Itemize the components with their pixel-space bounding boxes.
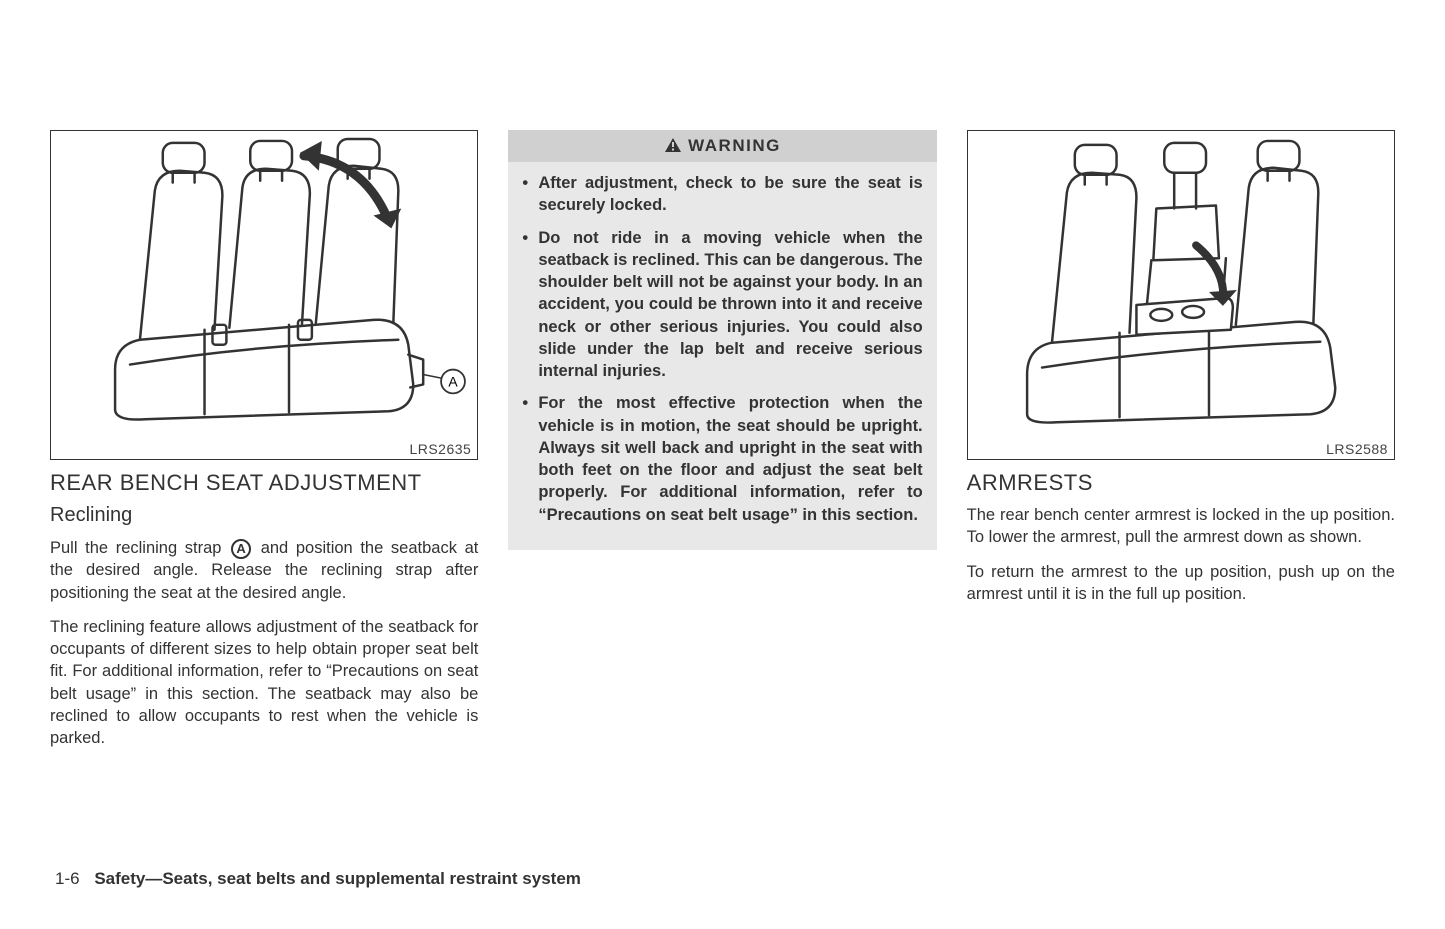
subheading-reclining: Reclining bbox=[50, 504, 478, 527]
heading-armrests: ARMRESTS bbox=[967, 470, 1395, 496]
footer-page-number: 1-6 bbox=[55, 869, 80, 888]
seat-armrest-illustration bbox=[968, 131, 1394, 459]
seat-reclining-illustration: A bbox=[51, 131, 477, 459]
heading-rear-bench: REAR BENCH SEAT ADJUSTMENT bbox=[50, 470, 478, 496]
inline-callout-a: A bbox=[231, 539, 251, 559]
para-armrest-raise: To return the armrest to the up position… bbox=[967, 561, 1395, 606]
para1-part-a: Pull the reclining strap bbox=[50, 539, 229, 557]
warning-item: For the most effective protection when t… bbox=[522, 392, 922, 526]
column-center: WARNING After adjustment, check to be su… bbox=[508, 130, 936, 761]
para-reclining-feature: The reclining feature allows adjustment … bbox=[50, 616, 478, 750]
warning-header: WARNING bbox=[508, 130, 936, 162]
figure-armrest: LRS2588 bbox=[967, 130, 1395, 460]
page-footer: 1-6 Safety—Seats, seat belts and supplem… bbox=[55, 869, 581, 889]
warning-triangle-icon bbox=[664, 137, 682, 153]
para-reclining-instruction: Pull the reclining strap A and position … bbox=[50, 537, 478, 604]
figure-reclining: A LRS2635 bbox=[50, 130, 478, 460]
warning-list: After adjustment, check to be sure the s… bbox=[522, 172, 922, 526]
warning-box: WARNING After adjustment, check to be su… bbox=[508, 130, 936, 550]
column-right: LRS2588 ARMRESTS The rear bench center a… bbox=[967, 130, 1395, 761]
callout-a-letter: A bbox=[448, 373, 458, 389]
warning-item: Do not ride in a moving vehicle when the… bbox=[522, 227, 922, 383]
footer-chapter-title: Safety—Seats, seat belts and supplementa… bbox=[94, 869, 581, 888]
column-left: A LRS2635 REAR BENCH SEAT ADJUSTMENT Rec… bbox=[50, 130, 478, 761]
figure-label-right: LRS2588 bbox=[1326, 441, 1388, 457]
figure-label-left: LRS2635 bbox=[409, 441, 471, 457]
para-armrest-lower: The rear bench center armrest is locked … bbox=[967, 504, 1395, 549]
warning-label-text: WARNING bbox=[688, 136, 781, 155]
warning-item: After adjustment, check to be sure the s… bbox=[522, 172, 922, 217]
manual-page: A LRS2635 REAR BENCH SEAT ADJUSTMENT Rec… bbox=[50, 130, 1395, 761]
